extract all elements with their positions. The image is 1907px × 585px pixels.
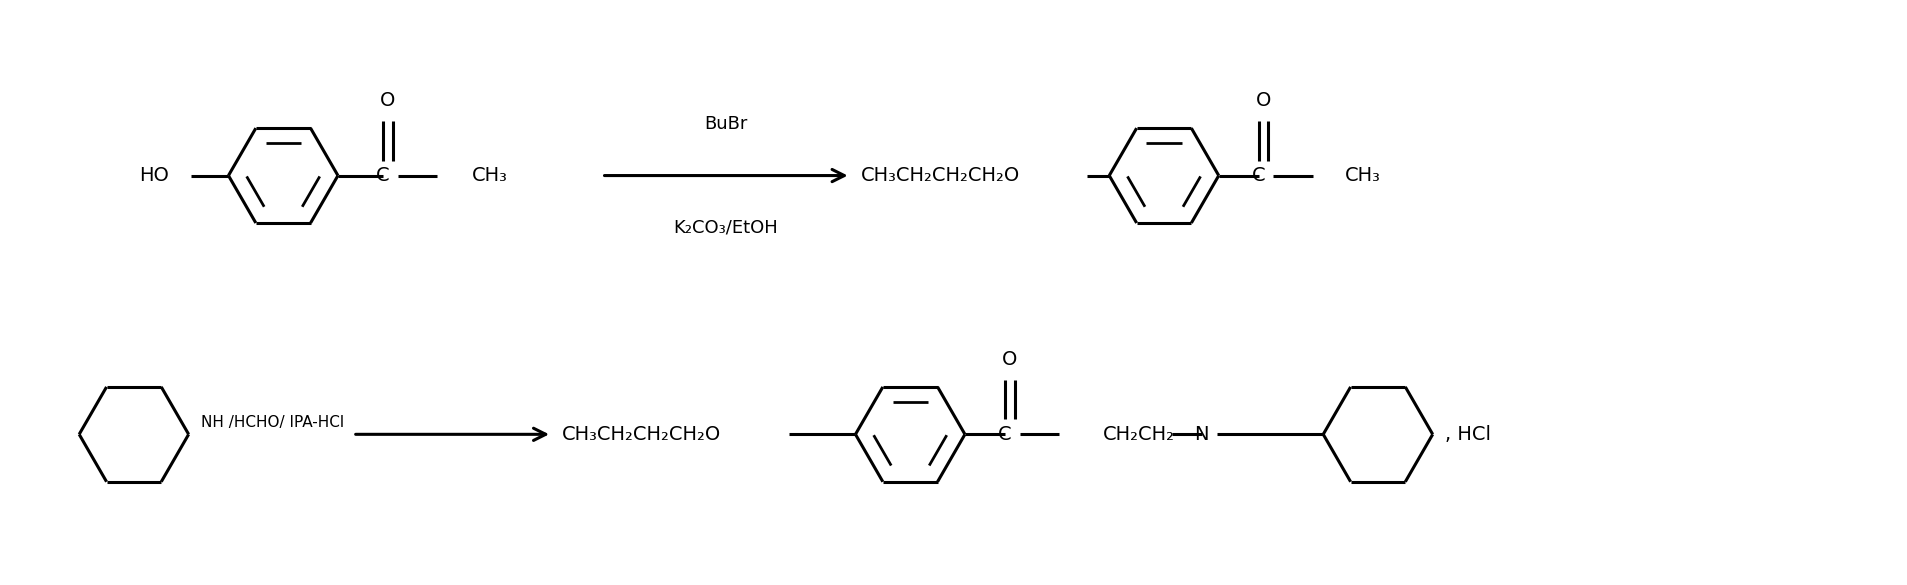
- Text: NH /HCHO/ IPA-HCl: NH /HCHO/ IPA-HCl: [200, 415, 343, 430]
- Text: CH₃: CH₃: [473, 166, 507, 185]
- Text: C: C: [376, 166, 389, 185]
- Text: HO: HO: [139, 166, 168, 185]
- Text: O: O: [379, 91, 395, 111]
- Text: K₂CO₃/EtOH: K₂CO₃/EtOH: [673, 218, 778, 236]
- Text: CH₃CH₂CH₂CH₂O: CH₃CH₂CH₂CH₂O: [860, 166, 1018, 185]
- Text: BuBr: BuBr: [704, 115, 748, 133]
- Text: O: O: [1001, 350, 1016, 369]
- Text: CH₃: CH₃: [1344, 166, 1381, 185]
- Text: , HCl: , HCl: [1444, 425, 1489, 444]
- Text: C: C: [1251, 166, 1264, 185]
- Text: CH₃CH₂CH₂CH₂O: CH₃CH₂CH₂CH₂O: [561, 425, 721, 444]
- Text: CH₂CH₂: CH₂CH₂: [1102, 425, 1175, 444]
- Text: O: O: [1255, 91, 1270, 111]
- Text: C: C: [997, 425, 1011, 444]
- Text: N: N: [1194, 425, 1209, 444]
